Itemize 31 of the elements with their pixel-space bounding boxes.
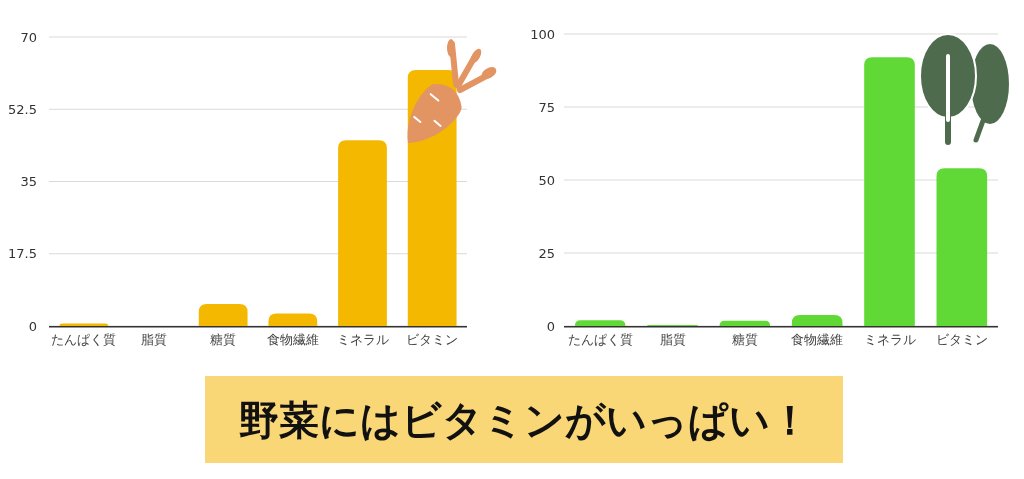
bar: [791, 314, 843, 326]
y-tick-label: 70: [20, 29, 37, 45]
x-tick-label: たんぱく質: [51, 332, 117, 347]
x-tick-label: 食物繊維: [266, 332, 319, 347]
x-tick-label: 脂質: [659, 332, 686, 347]
x-tick-label: ビタミン: [935, 332, 988, 347]
x-tick-label: 糖質: [731, 332, 758, 347]
bar: [936, 168, 988, 326]
x-tick-label: 食物繊維: [791, 332, 844, 347]
y-tick-label: 0: [546, 318, 555, 334]
bar: [719, 320, 771, 326]
bar: [338, 140, 387, 326]
y-tick-label: 50: [538, 172, 555, 188]
x-tick-label: ミネラル: [863, 332, 916, 347]
y-tick-label: 0: [28, 318, 37, 334]
y-tick-label: 75: [538, 99, 555, 115]
bar: [268, 313, 318, 326]
x-tick-label: たんぱく質: [567, 332, 633, 347]
x-tick-label: ミネラル: [336, 332, 389, 347]
bar: [864, 57, 915, 326]
x-tick-label: ビタミン: [406, 332, 459, 347]
x-tick-label: 糖質: [210, 332, 237, 347]
y-tick-label: 35: [20, 174, 37, 189]
bar: [574, 320, 626, 326]
y-tick-label: 100: [530, 26, 555, 42]
y-tick-label: 25: [538, 245, 555, 261]
y-tick-label: 52.5: [8, 101, 37, 117]
y-tick-label: 17.5: [8, 246, 37, 262]
bar: [198, 304, 248, 326]
x-tick-label: 脂質: [140, 332, 167, 347]
text: 野菜にはビタミンがいっぱい！: [238, 396, 810, 443]
